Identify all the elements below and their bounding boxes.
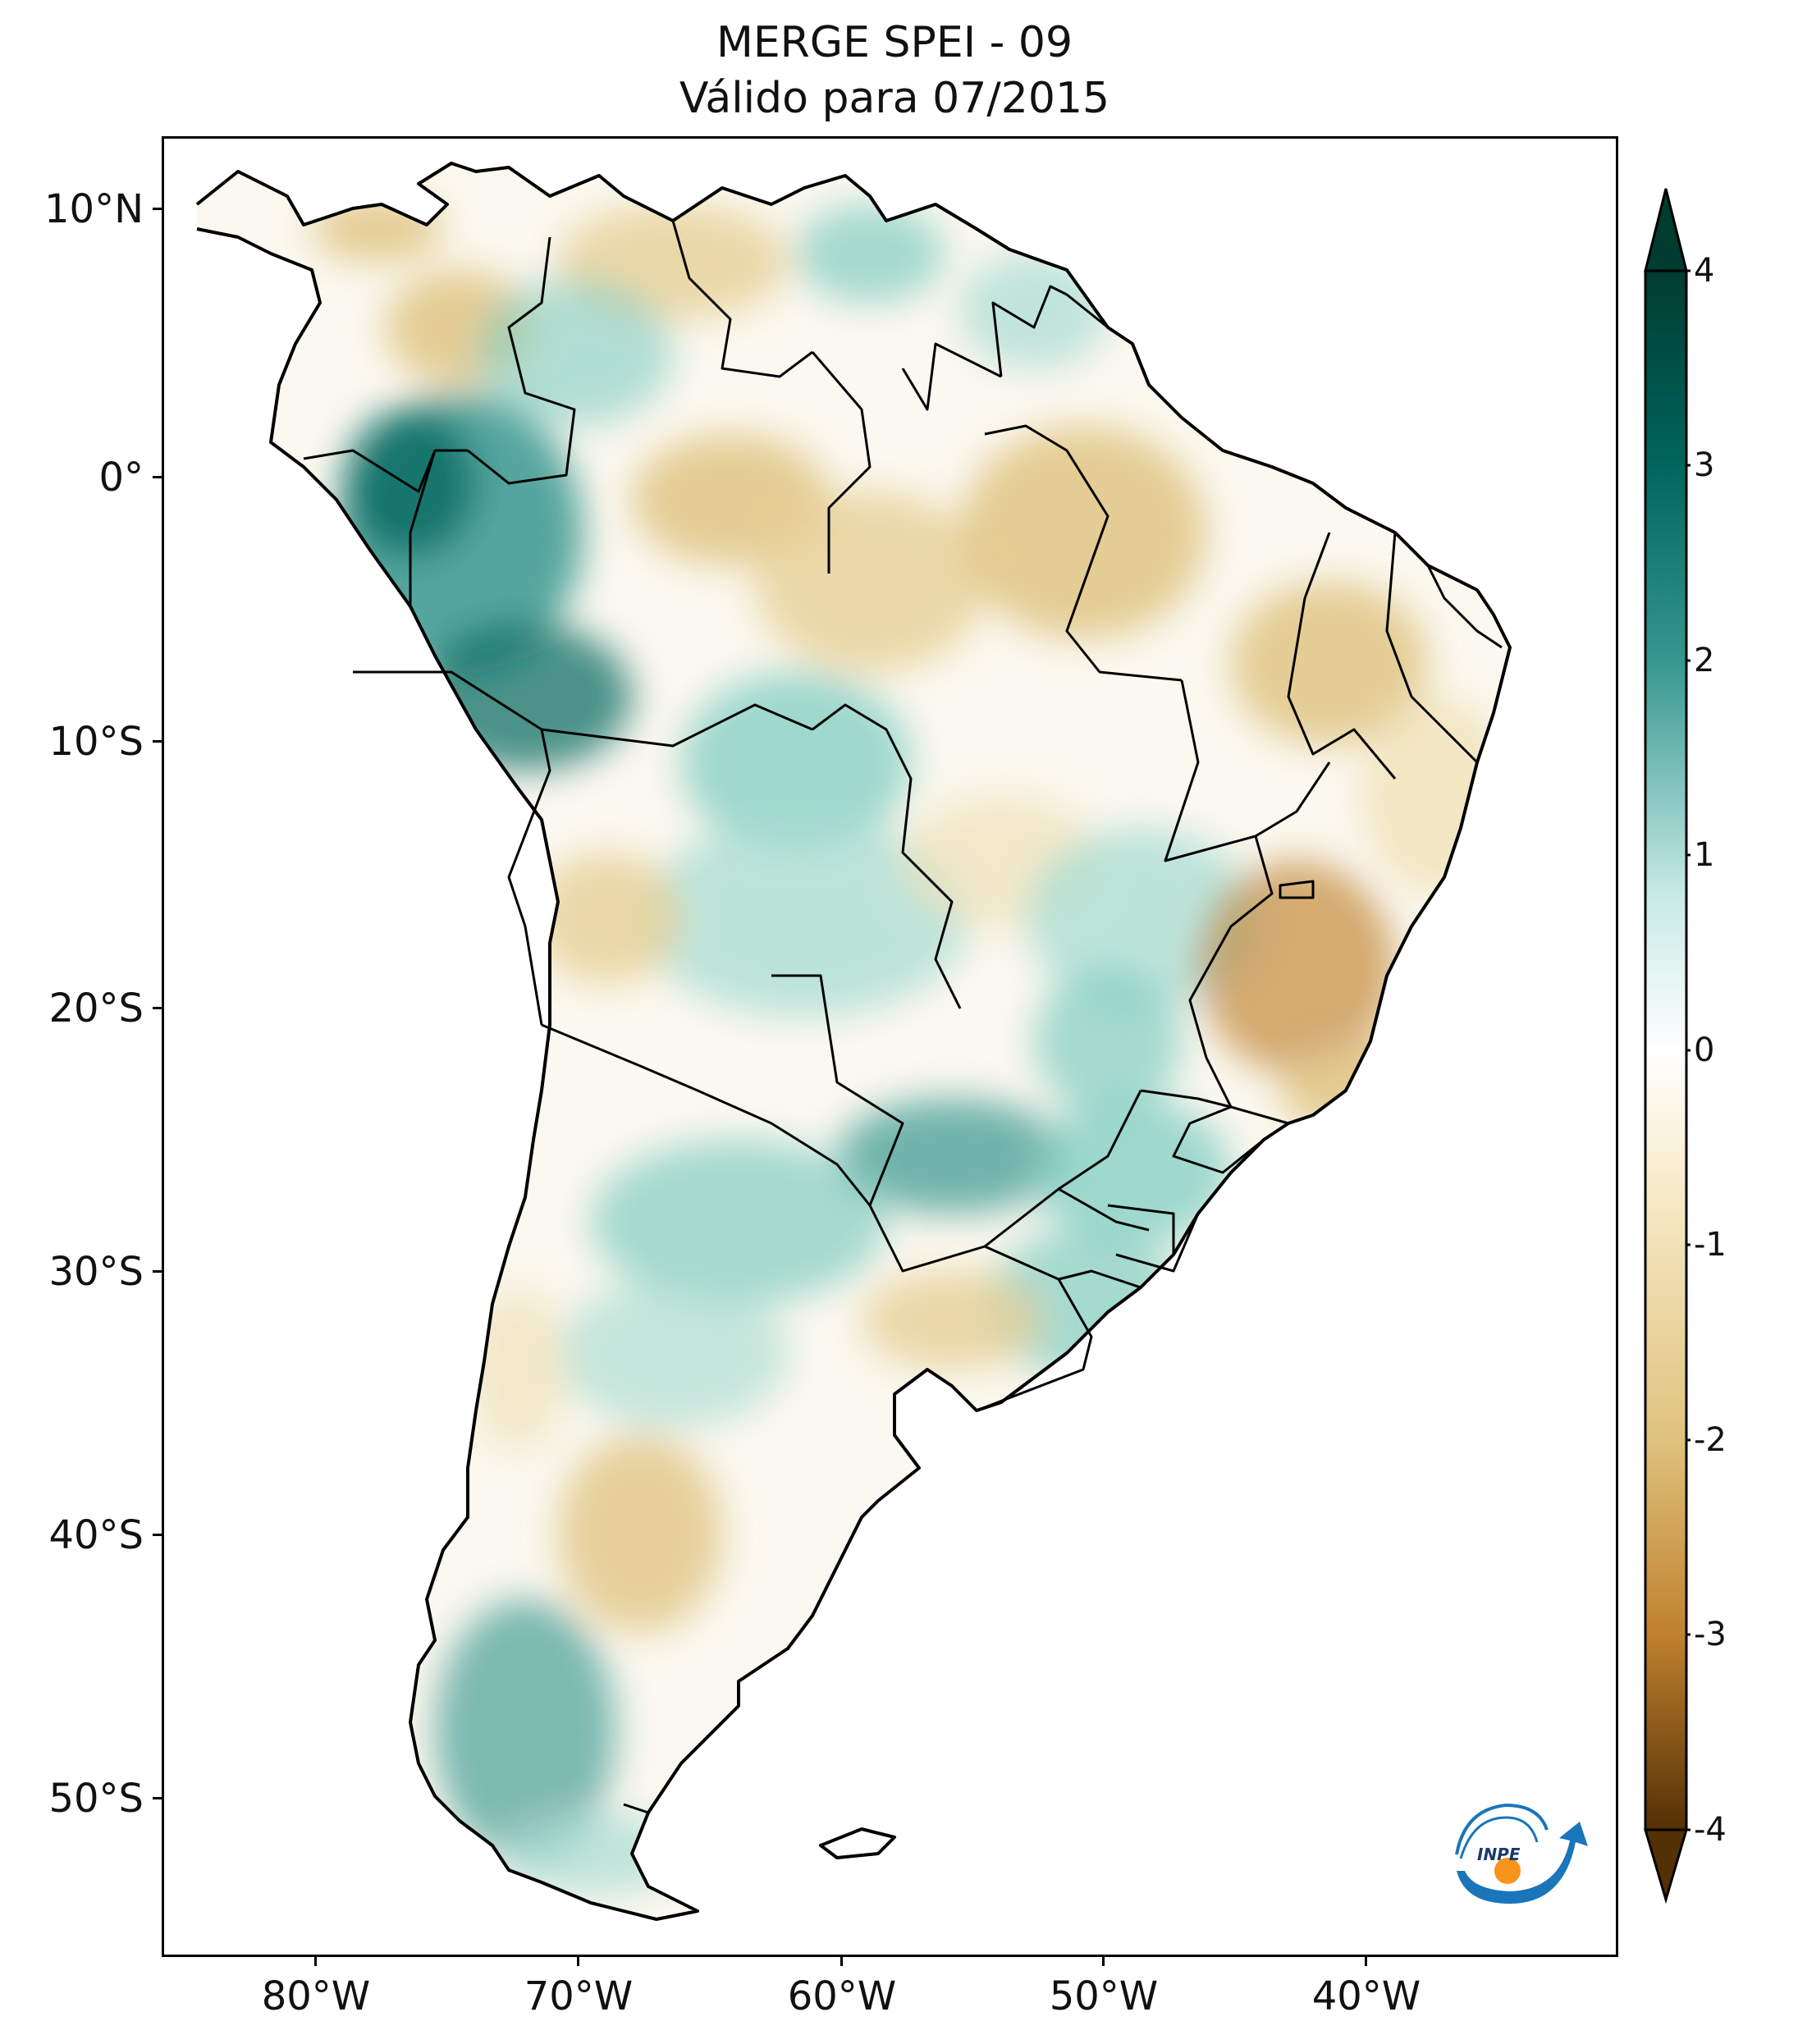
colorbar-gradient (1644, 269, 1688, 1831)
lat-label: 20°S (48, 985, 144, 1031)
colorbar-tick-label: -2 (1694, 1421, 1727, 1459)
lon-tick (314, 1957, 317, 1966)
lat-tick (153, 1797, 162, 1799)
coastline-outline (195, 162, 1512, 1921)
south-america-map (195, 162, 1512, 1921)
colorbar-tick-label: 2 (1694, 642, 1715, 679)
lon-tick (577, 1957, 579, 1966)
lat-tick (153, 208, 162, 210)
lon-label: 60°W (787, 1973, 897, 2019)
lon-label: 70°W (524, 1973, 634, 2019)
lat-label: 30°S (48, 1249, 144, 1295)
lat-label: 10°S (48, 719, 144, 765)
colorbar-tick-label: 3 (1694, 446, 1715, 484)
lat-tick (153, 740, 162, 743)
colorbar-tick-label: 0 (1694, 1031, 1715, 1069)
lat-tick (153, 1007, 162, 1009)
colorbar-tick-label: -4 (1694, 1811, 1727, 1849)
svg-text:INPE: INPE (1477, 1845, 1521, 1864)
colorbar-extend-max (1644, 188, 1688, 272)
colorbar-tick-label: 1 (1694, 836, 1715, 874)
colorbar (1643, 188, 1690, 1904)
map-subtitle: Válido para 07/2015 (679, 74, 1110, 123)
lat-label: 40°S (48, 1512, 144, 1558)
map-panel (162, 136, 1618, 1957)
inpe-logo: INPE (1455, 1803, 1588, 1904)
lat-label: 0° (98, 455, 144, 501)
lat-tick (153, 476, 162, 478)
lat-tick (153, 1270, 162, 1273)
country-borders (303, 220, 1503, 1814)
map-title: MERGE SPEI - 09 (716, 18, 1073, 67)
colorbar-tick-label: -3 (1694, 1616, 1727, 1653)
lon-label: 40°W (1311, 1973, 1421, 2019)
colorbar-tick-label: -1 (1694, 1226, 1727, 1264)
colorbar-extend-min (1643, 1828, 1689, 1904)
lat-tick (153, 1534, 162, 1536)
lon-label: 50°W (1049, 1973, 1159, 2019)
colorbar-tick-label: 4 (1694, 252, 1715, 290)
lat-label: 50°S (48, 1776, 144, 1822)
lon-tick (840, 1957, 843, 1966)
lon-label: 80°W (261, 1973, 371, 2019)
lon-tick (1102, 1957, 1105, 1966)
lat-label: 10°N (44, 186, 144, 232)
lon-tick (1365, 1957, 1367, 1966)
